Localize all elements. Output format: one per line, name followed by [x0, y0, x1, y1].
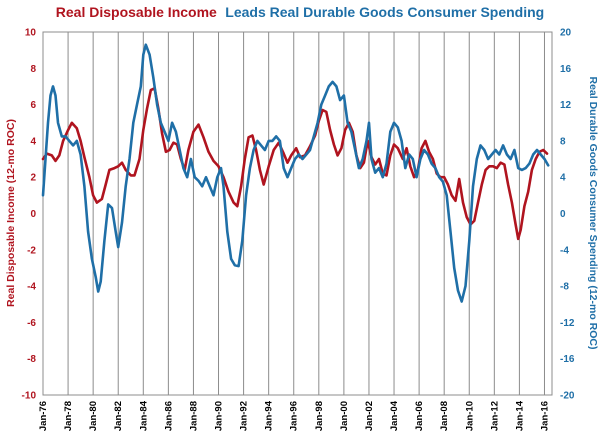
y-tick-label-right: -8	[560, 282, 569, 293]
x-tick-label: Jan-06	[414, 401, 425, 431]
y-tick-label-left: -8	[27, 354, 36, 365]
y-tick-label-right: -12	[560, 318, 575, 329]
x-tick-label: Jan-04	[389, 400, 400, 431]
x-tick-label: Jan-16	[539, 401, 550, 431]
x-tick-label: Jan-80	[88, 401, 99, 431]
y-tick-label-left: 2	[30, 173, 36, 184]
y-tick-label-left: -6	[27, 318, 36, 329]
y-tick-label-right: -4	[560, 245, 569, 256]
x-tick-label: Jan-14	[514, 400, 525, 431]
x-tick-label: Jan-88	[188, 401, 199, 431]
right-axis-ticks: -20 -16 -12 -8 -4 0 4 8 12 16 20	[560, 28, 575, 402]
x-tick-label: Jan-98	[314, 401, 325, 431]
x-tick-label: Jan-00	[339, 401, 350, 431]
x-tick-label: Jan-08	[439, 401, 450, 431]
series-line-durables	[41, 43, 550, 303]
x-tick-label: Jan-94	[264, 400, 275, 431]
y-tick-label-right: 4	[560, 173, 566, 184]
x-tick-label: Jan-92	[239, 401, 250, 431]
y-tick-label-right: 20	[560, 28, 572, 39]
y-tick-label-left: -10	[22, 391, 37, 402]
y-tick-label-left: 6	[30, 100, 36, 111]
x-tick-label: Jan-82	[113, 401, 124, 431]
x-tick-label: Jan-84	[138, 400, 149, 431]
y-tick-label-left: 8	[30, 64, 36, 75]
y-tick-label-left: 0	[30, 209, 36, 220]
y-tick-label-right: -20	[560, 391, 575, 402]
plot-frame	[42, 31, 553, 396]
left-axis-ticks: -10 -8 -6 -4 -2 0 2 4 6 8 10	[22, 28, 37, 402]
y-tick-label-right: 12	[560, 100, 572, 111]
y-tick-label-left: -2	[27, 245, 36, 256]
chart-title-part2: Leads Real Durable Goods Consumer Spendi…	[225, 4, 544, 20]
y-axis-label-left: Real Disposable Income (12-mo ROC)	[5, 119, 17, 307]
chart-title: Real Disposable Income Leads Real Durabl…	[56, 4, 544, 21]
x-tick-label: Jan-02	[364, 401, 375, 431]
series-layer	[41, 43, 550, 303]
grid	[42, 32, 545, 395]
x-tick-label: Jan-10	[464, 401, 475, 431]
y-tick-label-right: 0	[560, 209, 566, 220]
x-tick-label: Jan-96	[289, 401, 300, 431]
x-axis-ticks: Jan-76 Jan-78 Jan-80 Jan-82 Jan-84 Jan-86 Jan-…	[38, 400, 550, 431]
x-tick-label: Jan-76	[38, 401, 49, 431]
chart-title-part1: Real Disposable Income	[56, 4, 217, 20]
y-tick-label-left: 10	[25, 28, 37, 39]
x-tick-label: Jan-78	[63, 401, 74, 431]
y-tick-label-right: -16	[560, 354, 575, 365]
y-tick-label-right: 8	[560, 136, 566, 147]
y-tick-label-left: 4	[30, 136, 36, 147]
x-tick-label: Jan-90	[214, 401, 225, 431]
x-tick-label: Jan-86	[163, 401, 174, 431]
y-tick-label-right: 16	[560, 64, 572, 75]
x-tick-label: Jan-12	[489, 401, 500, 431]
y-tick-label-left: -4	[27, 282, 36, 293]
y-axis-label-right: Real Durable Goods Consumer Spending (12…	[587, 76, 599, 349]
